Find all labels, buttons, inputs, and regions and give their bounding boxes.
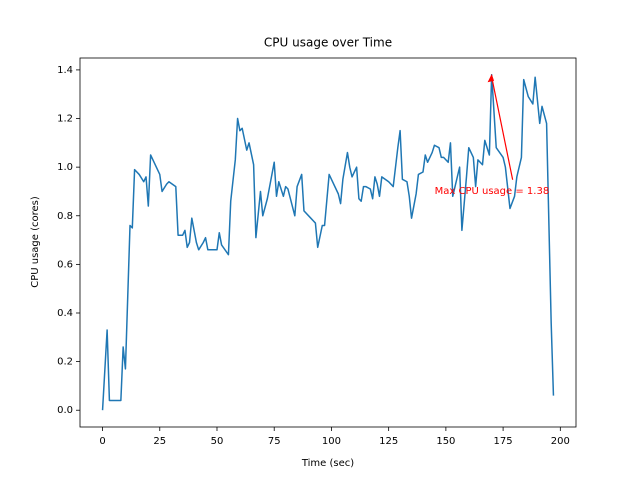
y-tick-label: 0.0 xyxy=(57,405,73,416)
y-axis-label: CPU usage (cores) xyxy=(30,196,41,288)
plot-frame xyxy=(79,57,577,428)
annotation-arrowhead xyxy=(487,74,495,83)
y-tick-label: 0.4 xyxy=(57,308,73,319)
annotation-arrow xyxy=(491,76,514,180)
y-tick-label: 1.4 xyxy=(57,65,73,76)
y-tick-label: 0.6 xyxy=(57,259,73,270)
x-tick-label: 200 xyxy=(551,436,570,447)
x-tick-label: 0 xyxy=(99,436,105,447)
x-tick-label: 150 xyxy=(436,436,455,447)
chart-title: CPU usage over Time xyxy=(264,36,392,50)
x-tick-label: 175 xyxy=(494,436,513,447)
x-tick-label: 100 xyxy=(322,436,341,447)
x-tick-label: 25 xyxy=(153,436,166,447)
y-tick-label: 0.8 xyxy=(57,211,73,222)
annotation-text: Max CPU usage = 1.38 xyxy=(435,186,550,197)
x-tick-label: 50 xyxy=(211,436,224,447)
data-line xyxy=(101,74,555,411)
x-axis-label: Time (sec) xyxy=(301,458,354,469)
x-tick-label: 75 xyxy=(268,436,281,447)
y-tick-label: 1.0 xyxy=(57,162,73,173)
y-tick-label: 1.2 xyxy=(57,114,73,125)
x-tick-label: 125 xyxy=(379,436,398,447)
y-tick-label: 0.2 xyxy=(57,357,73,368)
